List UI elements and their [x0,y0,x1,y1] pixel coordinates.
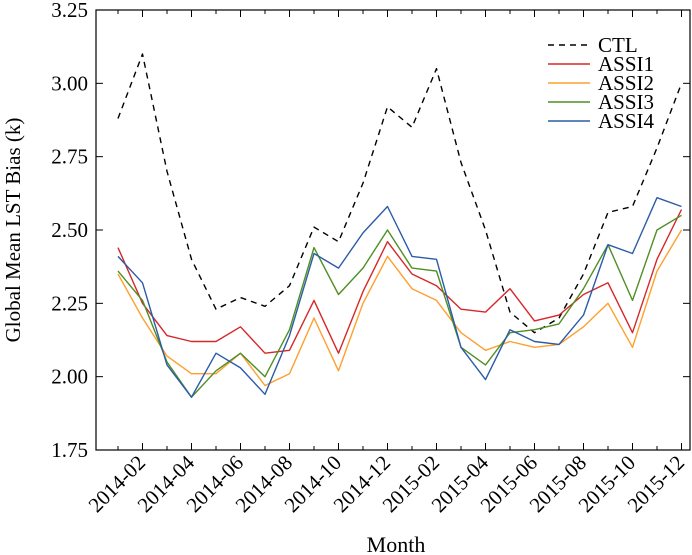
series-line-assi4 [117,196,682,398]
legend-label-assi1: ASSI1 [598,52,654,76]
y-axis-label: Global Mean LST Bias (k) [1,118,25,343]
legend-label-ctl: CTL [598,33,638,57]
series-layer [117,53,683,398]
series-line-assi2 [117,229,683,387]
series-line-assi1 [117,209,683,354]
legend-label-assi2: ASSI2 [598,71,654,95]
legend-label-assi3: ASSI3 [598,90,654,114]
y-axis: 1.75 2.00 2.25 2.50 2.75 3.00 3.25 [51,0,690,462]
y-tick-label: 3.25 [51,0,88,22]
x-axis-label: Month [367,532,426,555]
legend-label-assi4: ASSI4 [598,109,655,133]
y-tick-label: 2.75 [51,145,88,169]
y-tick-label: 2.25 [51,291,88,315]
y-tick-label: 2.50 [51,218,88,242]
series-line-assi3 [117,214,682,398]
series-line-ctl [117,53,683,334]
y-tick-label: 1.75 [51,438,88,462]
y-tick-label: 2.00 [51,365,88,389]
y-tick-label: 3.00 [51,71,88,95]
